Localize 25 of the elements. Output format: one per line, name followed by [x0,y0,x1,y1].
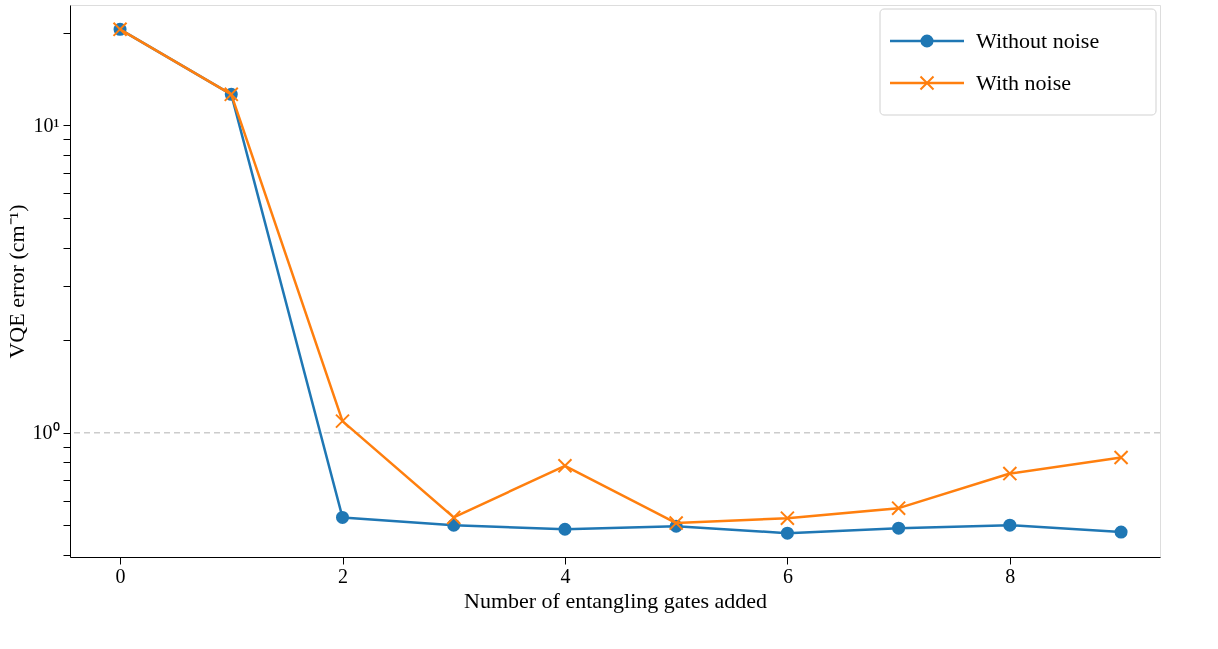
point [558,522,572,536]
y-tick-label: 10¹ [33,113,60,136]
point [892,521,906,535]
x-tick-label: 0 [115,564,126,587]
point [1002,466,1018,482]
x-axis-title: Number of entangling gates added [463,587,768,613]
legend-label: Without noise [976,28,1100,53]
point [1114,525,1128,539]
y-axis-title: VQE error (cm⁻¹) [3,204,29,359]
x-tick-label: 2 [338,564,348,587]
point [334,413,351,429]
y-tick-label: 10⁰ [32,421,60,444]
point [891,500,907,516]
point [779,510,795,526]
legend-label: With noise [976,70,1072,95]
point [335,510,350,524]
point [1113,450,1129,466]
point [1003,518,1017,532]
x-tick-label: 8 [1005,564,1016,587]
point [668,515,684,531]
point [780,526,794,540]
x-tick-label: 4 [560,564,571,587]
point [557,458,573,474]
point [446,509,462,525]
x-tick-label: 6 [782,564,793,587]
